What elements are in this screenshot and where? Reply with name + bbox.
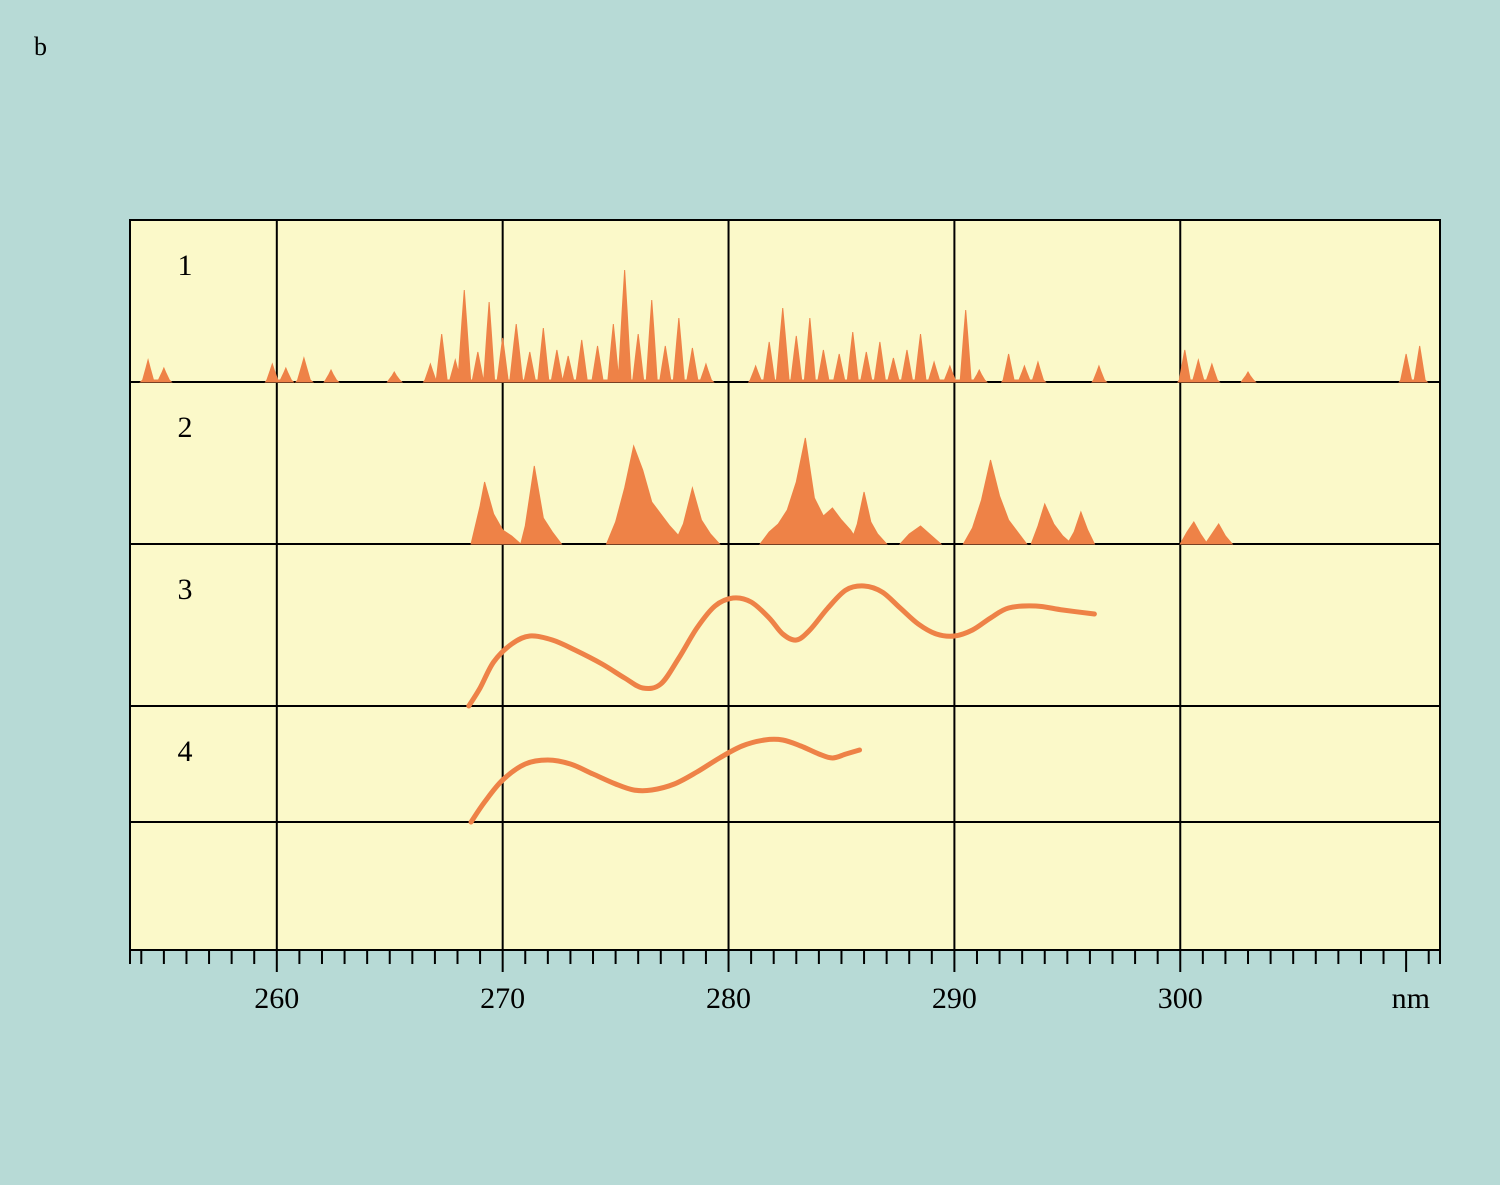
- x-tick-label: 260: [254, 982, 299, 1015]
- x-tick-label: 270: [480, 982, 525, 1015]
- row-label: 4: [178, 735, 193, 768]
- row-label: 3: [178, 573, 193, 606]
- x-axis-unit: nm: [1392, 982, 1430, 1015]
- panel-label: b: [34, 32, 47, 62]
- x-tick-label: 280: [706, 982, 751, 1015]
- spectral-chart: 1 2 3 4 260 270 280 290 300 nm: [0, 0, 1500, 1185]
- row-label: 2: [178, 411, 193, 444]
- row-label: 1: [178, 249, 193, 282]
- figure-container: 1 2 3 4 260 270 280 290 300 nm b: [0, 0, 1500, 1185]
- x-tick-label: 300: [1158, 982, 1203, 1015]
- x-tick-label: 290: [932, 982, 977, 1015]
